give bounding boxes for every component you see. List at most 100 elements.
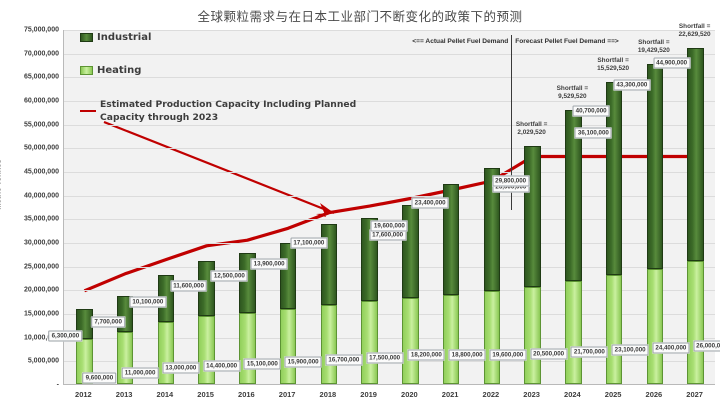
shortfall-annotation: Shortfall = 22,629,520 <box>679 23 711 39</box>
capacity-line[interactable] <box>83 154 696 293</box>
bar-group[interactable] <box>442 29 460 384</box>
y-axis-tick-label: 60,000,000 <box>23 97 59 105</box>
data-label-heating: 15,100,000 <box>243 358 281 370</box>
bar-segment-heating[interactable] <box>442 295 460 384</box>
data-label-heating: 26,000,000 <box>693 340 720 352</box>
bar-segment-industrial[interactable] <box>442 184 460 296</box>
data-label-heating: 24,400,000 <box>652 342 690 354</box>
shortfall-label: Shortfall = <box>597 57 629 64</box>
x-axis-tick-label: 2022 <box>482 390 500 399</box>
bar-segment-heating[interactable] <box>483 291 501 384</box>
bar-group[interactable] <box>687 29 704 384</box>
y-axis-tick-label: 20,000,000 <box>23 286 59 294</box>
x-axis-tick-label: 2021 <box>441 390 459 399</box>
x-axis-tick-label: 2023 <box>523 390 540 399</box>
data-label-industrial: 6,300,000 <box>48 330 83 342</box>
shortfall-label: Shortfall = <box>515 120 548 128</box>
data-label-industrial: 11,600,000 <box>170 280 207 292</box>
bar-segment-industrial[interactable] <box>687 48 704 261</box>
legend-label-industrial: Industrial <box>97 32 152 43</box>
data-label-industrial: 43,300,000 <box>613 79 651 91</box>
shortfall-value: 9,529,520 <box>558 93 587 101</box>
shortfall-label: Shortfall = <box>638 38 670 46</box>
y-axis-tick-label: - <box>56 381 59 389</box>
y-axis-tick-label: 5,000,000 <box>27 357 59 365</box>
bar-group[interactable] <box>565 29 582 384</box>
bar-segment-heating[interactable] <box>157 322 175 384</box>
y-axis-tick-label: 15,000,000 <box>23 310 59 318</box>
shortfall-value: 22,629,520 <box>678 31 711 39</box>
red-line-swatch-icon <box>80 110 96 113</box>
bar-segment-heating[interactable] <box>279 308 297 384</box>
x-axis-tick-label: 2013 <box>115 390 133 399</box>
bar-group[interactable] <box>361 29 378 384</box>
bar-group[interactable] <box>157 29 175 384</box>
shortfall-label: Shortfall = <box>678 23 711 31</box>
bar-segment-industrial[interactable] <box>646 63 664 269</box>
bar-segment-heating[interactable] <box>320 304 338 384</box>
data-label-industrial: 44,900,000 <box>653 57 691 69</box>
data-label-industrial: 13,900,000 <box>250 258 288 270</box>
x-axis-tick-label: 2019 <box>360 390 377 399</box>
gridline <box>64 101 715 102</box>
data-label-heating: 17,500,000 <box>366 352 404 364</box>
bar-group[interactable] <box>646 29 664 384</box>
shortfall-annotation: Shortfall = 19,429,520 <box>638 39 670 55</box>
bar-segment-industrial[interactable] <box>483 168 501 292</box>
y-axis-tick-label: 30,000,000 <box>23 239 59 247</box>
legend-item-capacity: Estimated Production Capacity Including … <box>80 98 356 125</box>
chart-legend: Industrial Heating Estimated Production … <box>80 32 356 147</box>
gridline <box>64 314 715 315</box>
gridline <box>64 219 715 221</box>
bar-segment-heating[interactable] <box>402 297 419 384</box>
gridline <box>64 266 715 268</box>
gridline <box>64 195 715 197</box>
data-label-heating: 19,600,000 <box>489 349 527 361</box>
bar-segment-heating[interactable] <box>646 268 664 384</box>
bar-group[interactable] <box>483 29 501 384</box>
data-label-industrial: 40,700,000 <box>572 105 610 117</box>
x-axis-tick-label: 2024 <box>564 390 581 399</box>
x-axis-tick-label: 2017 <box>278 390 296 399</box>
bar-segment-heating[interactable] <box>198 315 215 384</box>
data-label-industrial: 12,500,000 <box>210 270 248 282</box>
bar-segment-industrial[interactable] <box>320 224 338 305</box>
capacity-note-arrow <box>103 120 335 215</box>
bar-segment-heating[interactable] <box>361 301 378 384</box>
bar-segment-industrial[interactable] <box>402 205 419 298</box>
bar-segment-heating[interactable] <box>239 312 256 384</box>
gridline <box>64 30 715 31</box>
bar-group[interactable] <box>524 29 541 384</box>
data-label-heating: 21,700,000 <box>570 346 608 358</box>
y-axis-tick-label: 55,000,000 <box>23 121 59 129</box>
bar-segment-industrial[interactable] <box>279 242 297 309</box>
data-label-industrial: 10,100,000 <box>129 296 167 308</box>
data-label-heating: 18,800,000 <box>448 349 486 361</box>
x-axis-tick-label: 2015 <box>197 390 214 399</box>
y-axis-tick-label: 65,000,000 <box>23 73 59 81</box>
data-label-industrial: 36,100,000 <box>574 127 612 139</box>
gridline <box>64 148 715 150</box>
shortfall-value: 2,029,520 <box>517 128 546 136</box>
bar-segment-heating[interactable] <box>605 274 623 384</box>
bar-segment-heating[interactable] <box>687 260 704 384</box>
gridline <box>64 290 715 292</box>
actual-forecast-divider <box>511 35 513 210</box>
capacity-line-overlay <box>83 120 696 293</box>
shortfall-value: 19,429,520 <box>637 46 670 54</box>
bar-segment-heating[interactable] <box>524 286 541 384</box>
x-axis-tick-label: 2018 <box>319 390 337 399</box>
shortfall-label: Shortfall = <box>556 85 589 93</box>
bar-segment-heating[interactable] <box>565 281 582 384</box>
data-label-industrial: 29,800,000 <box>492 175 530 187</box>
shortfall-annotation: Shortfall = 2,029,520 <box>516 121 547 137</box>
data-label-heating: 13,000,000 <box>162 362 200 374</box>
data-label-heating: 20,500,000 <box>530 348 568 360</box>
bar-segment-industrial[interactable] <box>524 145 541 287</box>
y-axis-tick-label: 10,000,000 <box>23 334 59 342</box>
x-axis-tick-label: 2025 <box>604 390 622 399</box>
gridline <box>64 53 715 55</box>
x-axis-tick-label: 2027 <box>686 390 703 399</box>
data-label-industrial: 7,700,000 <box>91 316 125 328</box>
